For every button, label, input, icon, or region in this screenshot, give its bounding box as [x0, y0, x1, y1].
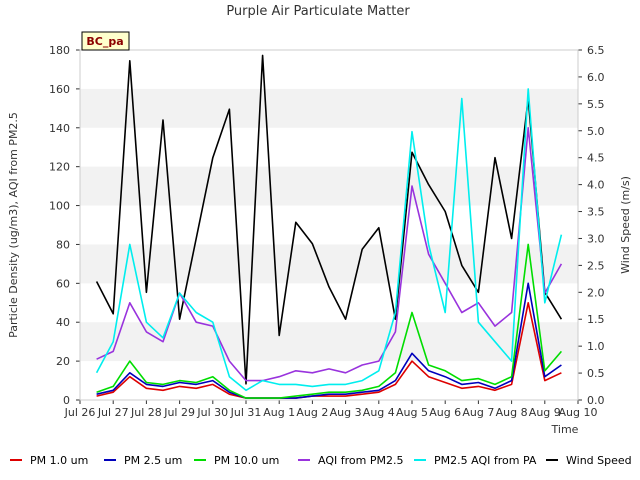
legend-label: PM 1.0 um	[30, 453, 89, 467]
legend-item: Wind Speed	[546, 450, 632, 470]
x-tick-label: Aug 6	[429, 406, 461, 419]
x-tick-label: Aug 10	[559, 406, 598, 419]
series-line-pm-1-0-um	[96, 301, 562, 399]
y2-tick-label: 5.0	[587, 125, 605, 138]
y2-tick-label: 4.0	[587, 179, 605, 192]
x-tick-label: Aug 1	[263, 406, 295, 419]
y-tick-label: 140	[49, 122, 70, 135]
y2-tick-label: 6.0	[587, 71, 605, 84]
y2-tick-label: 4.5	[587, 152, 605, 165]
y-tick-label: 80	[56, 238, 70, 251]
legend-label: PM2.5 AQI from PA	[434, 453, 537, 467]
legend-swatch	[546, 459, 558, 461]
y2-tick-label: 2.5	[587, 259, 605, 272]
x-tick-label: Aug 8	[496, 406, 528, 419]
x-axis-label: Time	[551, 423, 579, 436]
y2-tick-label: 0.0	[587, 394, 605, 407]
y-tick-label: 160	[49, 83, 70, 96]
y2-tick-label: 1.0	[587, 340, 605, 353]
y2-tick-label: 5.5	[587, 98, 605, 111]
x-tick-label: Jul 28	[130, 406, 162, 419]
grid-band	[80, 88, 578, 128]
legend-item: PM 10.0 um	[194, 450, 279, 470]
y-tick-label: 20	[56, 355, 70, 368]
y2-tick-label: 6.5	[587, 44, 605, 57]
y-tick-label: 120	[49, 161, 70, 174]
y-tick-label: 0	[63, 394, 70, 407]
y2-tick-label: 1.5	[587, 313, 605, 326]
y-tick-label: 60	[56, 277, 70, 290]
x-tick-label: Jul 30	[196, 406, 228, 419]
x-tick-label: Aug 4	[363, 406, 395, 419]
legend-swatch	[10, 459, 22, 461]
series-line-pm-2-5-um	[96, 282, 562, 399]
legend-label: AQI from PM2.5	[318, 453, 404, 467]
series-line-pm-10-0-um	[96, 243, 563, 399]
station-label: BC_pa	[86, 35, 123, 48]
chart-title: Purple Air Particulate Matter	[226, 4, 410, 19]
x-tick-label: Aug 5	[396, 406, 428, 419]
grid-band	[80, 244, 578, 284]
plot-frame	[79, 49, 579, 401]
x-tick-label: Aug 3	[330, 406, 362, 419]
legend-item: PM 2.5 um	[104, 450, 182, 470]
legend-swatch	[414, 459, 426, 461]
grid-band	[80, 322, 578, 362]
y-tick-label: 180	[49, 44, 70, 57]
x-tick-label: Jul 31	[230, 406, 262, 419]
series-line-wind-speed	[95, 54, 563, 385]
legend-label: Wind Speed	[566, 453, 632, 467]
x-tick-label: Jul 29	[163, 406, 195, 419]
y2-tick-label: 0.5	[587, 367, 605, 380]
chart: Purple Air Particulate Matter Jul 26 Jul …	[7, 4, 632, 436]
grid-band	[80, 166, 578, 206]
y-axis-label: Particle Density (ug/m3), AQI from PM2.5	[7, 112, 20, 338]
legend-swatch	[298, 459, 310, 461]
y2-tick-label: 2.0	[587, 286, 605, 299]
legend-item: AQI from PM2.5	[298, 450, 403, 470]
y2-tick-label: 3.0	[587, 232, 605, 245]
legend-label: PM 2.5 um	[124, 453, 183, 467]
x-tick-label: Aug 2	[296, 406, 328, 419]
legend: PM 1.0 um PM 2.5 um PM 10.0 um AQI from PM2…	[0, 450, 640, 472]
station-label-box	[81, 31, 130, 51]
x-tick-label: Aug 9	[529, 406, 561, 419]
x-tick-label: Aug 7	[462, 406, 494, 419]
legend-item: PM2.5 AQI from PA	[414, 450, 536, 470]
x-tick-label: Jul 26	[64, 406, 96, 419]
series-line-pm2-5-aqi-from-pa	[95, 88, 563, 392]
y2-tick-label: 3.5	[587, 206, 605, 219]
legend-label: PM 10.0 um	[214, 453, 280, 467]
legend-swatch	[104, 459, 116, 461]
x-tick-label: Jul 27	[97, 406, 129, 419]
y2-axis-label: Wind Speed (m/s)	[619, 176, 632, 274]
y-tick-label: 40	[56, 316, 70, 329]
y-tick-label: 100	[49, 200, 70, 213]
legend-swatch	[194, 459, 206, 461]
legend-item: PM 1.0 um	[10, 450, 88, 470]
